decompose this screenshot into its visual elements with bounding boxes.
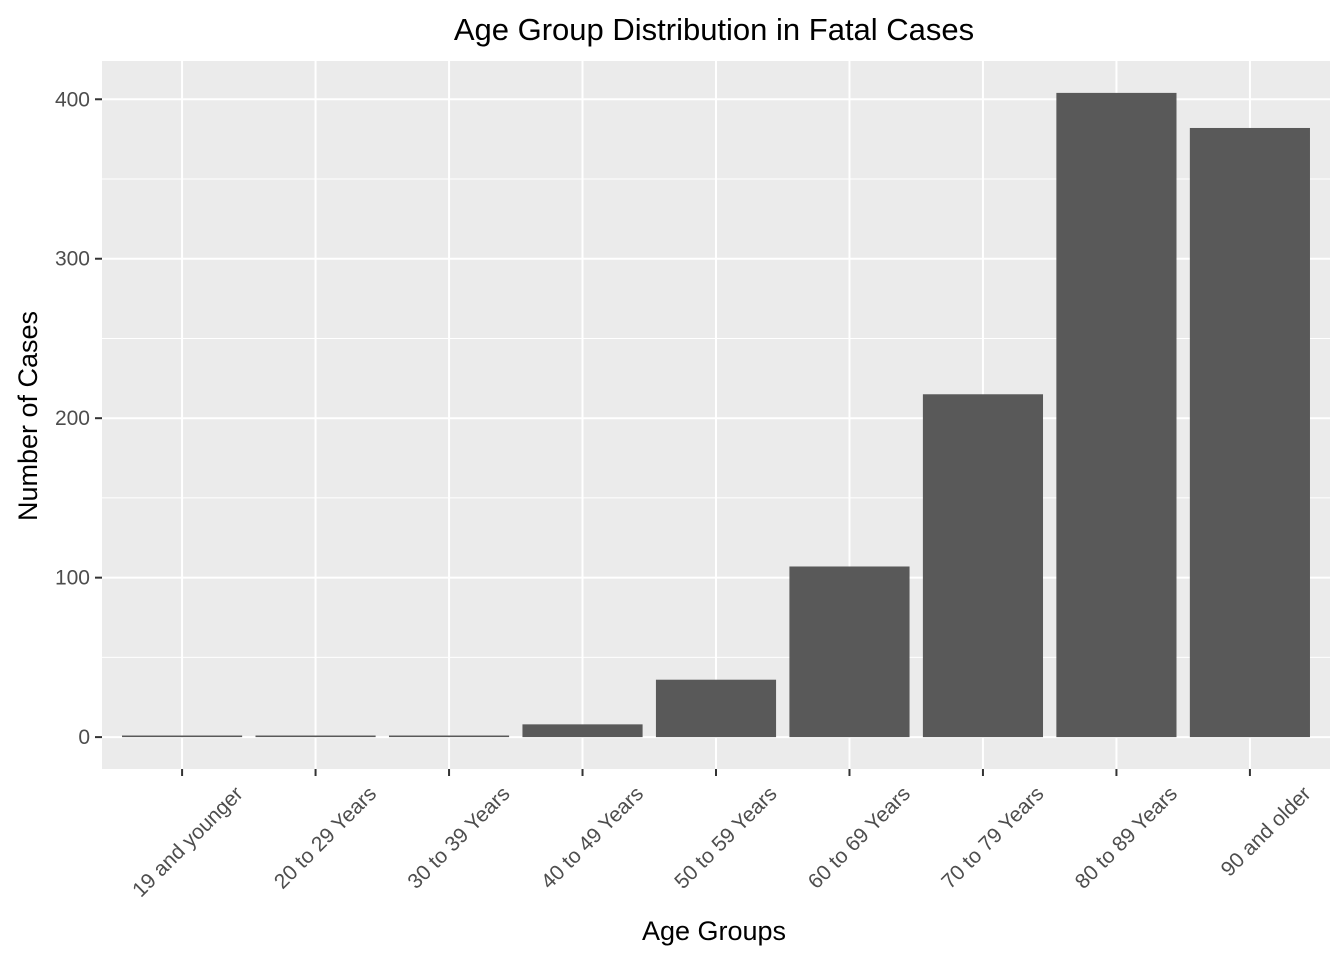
bar	[789, 566, 910, 738]
bar	[922, 394, 1044, 738]
y-tick-label: 200	[55, 407, 90, 430]
y-tick-label: 300	[55, 248, 90, 271]
x-axis-title: Age Groups	[642, 916, 786, 946]
x-tick-label: 90 and older	[1217, 782, 1316, 881]
bar	[255, 735, 376, 738]
x-tick-label: 30 to 39 Years	[403, 782, 514, 893]
x-tick-label: 70 to 79 Years	[937, 782, 1048, 893]
bar	[655, 679, 777, 738]
bar	[522, 724, 643, 738]
bar	[1189, 127, 1310, 738]
x-tick-label: 40 to 49 Years	[537, 782, 648, 893]
x-tick-label: 19 and younger	[128, 782, 247, 901]
y-tick-label: 400	[55, 88, 90, 111]
x-axis: 19 and younger 20 to 29 Years 30 to 39 Yea…	[128, 769, 1315, 902]
x-tick-label: 60 to 69 Years	[804, 782, 915, 893]
chart-title: Age Group Distribution in Fatal Cases	[454, 12, 974, 47]
bar	[1056, 92, 1177, 738]
x-tick-label: 20 to 29 Years	[270, 782, 381, 893]
y-tick-label: 0	[78, 726, 90, 749]
x-tick-label: 50 to 59 Years	[670, 782, 781, 893]
x-tick-label: 80 to 89 Years	[1071, 782, 1182, 893]
bar	[388, 735, 510, 738]
bars	[122, 92, 1310, 738]
bar	[122, 735, 243, 738]
y-axis-title: Number of Cases	[13, 311, 43, 521]
y-axis: 0 100 200 300 400	[55, 88, 102, 749]
y-tick-label: 100	[55, 567, 90, 590]
